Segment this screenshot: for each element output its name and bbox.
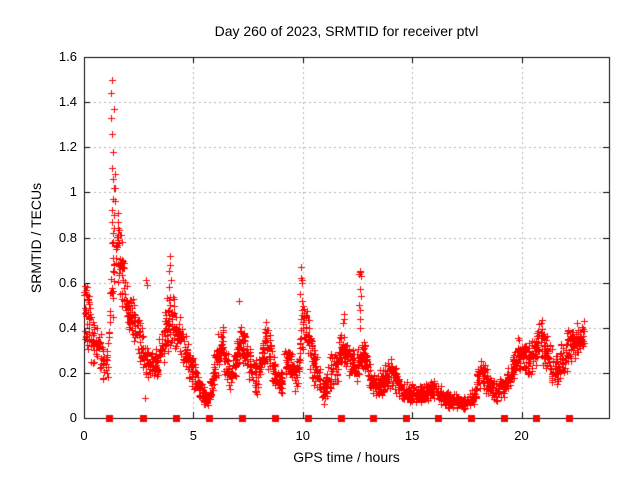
y-tick-label: 0.4: [58, 319, 77, 335]
x-tick-label: 10: [295, 428, 310, 443]
x-tick-label: 5: [189, 428, 197, 443]
x-tick-label: 20: [514, 428, 529, 443]
y-tick-label: 1.2: [58, 139, 77, 155]
y-tick-label: 1.6: [58, 49, 77, 64]
y-tick-label: 0.6: [58, 274, 77, 290]
y-tick-label: 0.8: [58, 229, 77, 245]
x-tick-label: 15: [404, 428, 420, 443]
y-tick-label: 1: [69, 184, 77, 200]
y-tick-label: 1.4: [58, 94, 77, 110]
chart-title: Day 260 of 2023, SRMTID for receiver ptv…: [214, 23, 479, 39]
y-tick-label: 0.2: [58, 364, 77, 380]
x-axis-label: GPS time / hours: [293, 449, 400, 465]
x-tick-label: 0: [80, 428, 88, 443]
y-tick-label: 0: [69, 410, 77, 425]
